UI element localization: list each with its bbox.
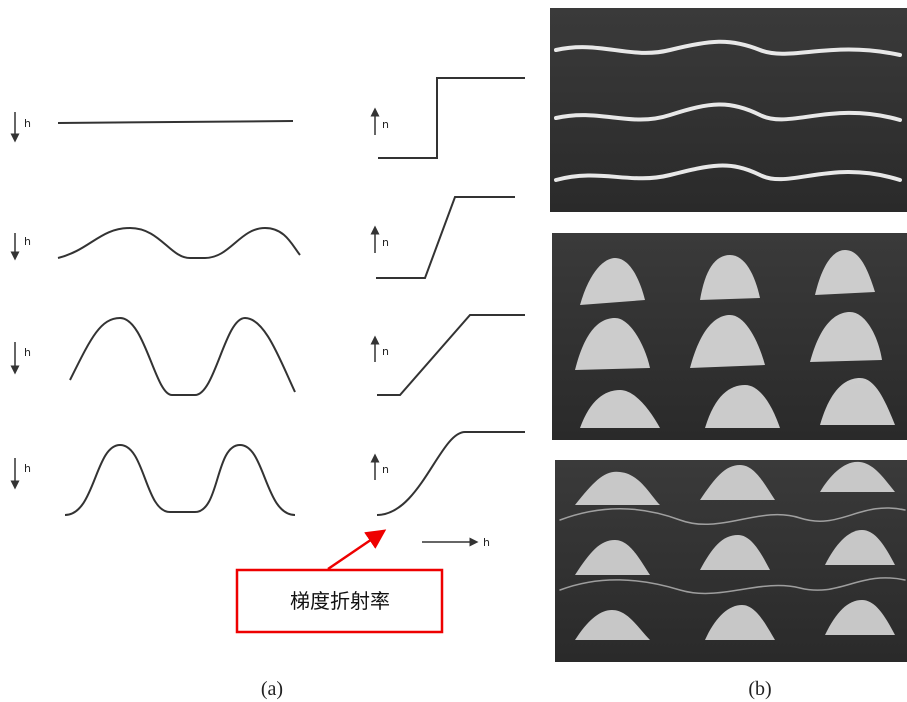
x-axis-label: h — [483, 536, 490, 549]
axis-label: h — [24, 117, 31, 130]
figure: h h h h n n n n h 梯度折射率 — [0, 0, 907, 702]
profile-steep — [376, 197, 515, 278]
profile-deep — [70, 318, 295, 395]
index-profiles: n n n n h — [375, 78, 525, 549]
caption: (b) — [748, 678, 771, 700]
profile-linear — [377, 315, 525, 395]
profile-smooth — [377, 432, 525, 515]
profile-shallow — [58, 228, 300, 258]
profile-flat — [58, 121, 293, 123]
callout-text: 梯度折射率 — [290, 589, 390, 613]
axis-label: n — [382, 345, 389, 358]
axis-label: h — [24, 346, 31, 359]
axis-label: h — [24, 235, 31, 248]
callout: 梯度折射率 — [237, 535, 442, 632]
profile-step — [378, 78, 525, 158]
profile-sharp — [65, 445, 295, 515]
axis-label: n — [382, 236, 389, 249]
axis-label: n — [382, 463, 389, 476]
axis-label: n — [382, 118, 389, 131]
caption: (a) — [261, 678, 283, 700]
surface-profiles: h h h h — [15, 112, 300, 515]
photo-panels — [550, 8, 907, 662]
axis-label: h — [24, 462, 31, 475]
photo-panel — [550, 8, 907, 212]
